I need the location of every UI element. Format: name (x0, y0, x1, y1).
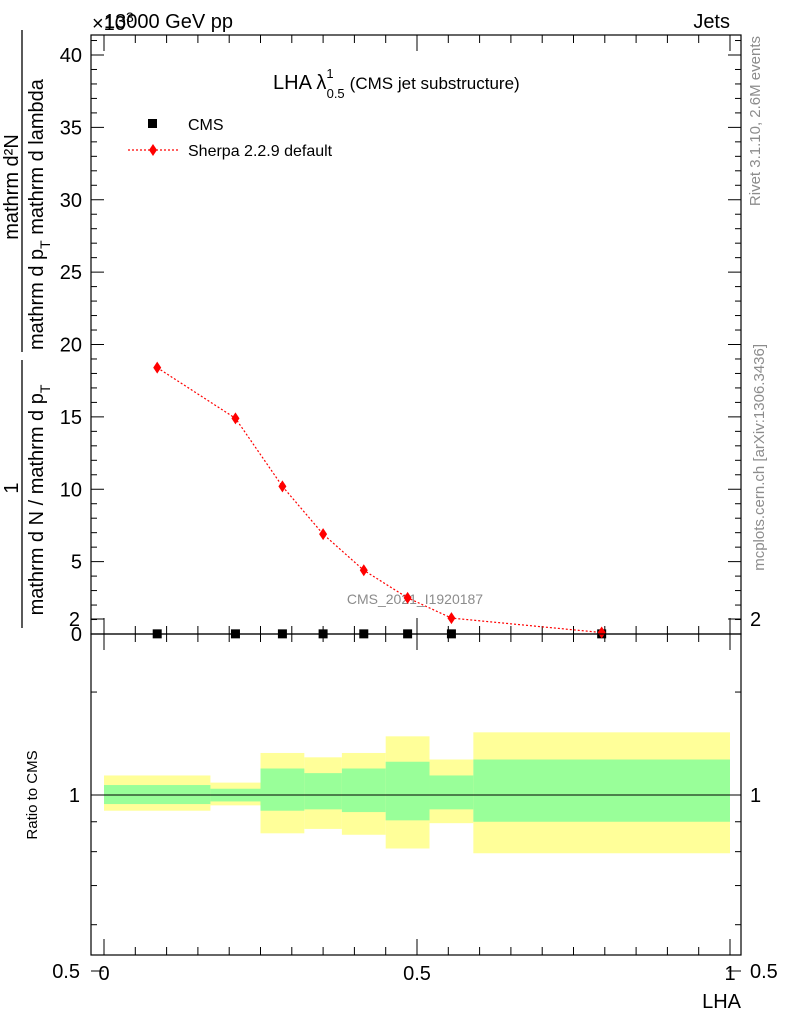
main-y-tick-label: 15 (60, 407, 82, 429)
ratio-y-tick-label-left: 0.5 (52, 961, 80, 983)
process-label: Jets (693, 11, 730, 33)
plot-title: LHA λ1 0.5(CMS jet substructure) (273, 66, 520, 101)
y-axis-label: 1 mathrm d N / mathrm d pT mathrm d²N ma… (1, 30, 53, 628)
x-tick-label: 0 (98, 963, 109, 985)
ratio-y-tick-label-right: 0.5 (750, 961, 778, 983)
main-y-tick-label: 35 (60, 117, 82, 139)
legend-sherpa-label: Sherpa 2.2.9 default (188, 143, 333, 160)
sherpa-data-point (359, 564, 368, 577)
legend: CMS Sherpa 2.2.9 default (128, 117, 333, 160)
x-tick-label: 0.5 (403, 963, 431, 985)
ratio-inner-band (385, 761, 430, 821)
legend-cms-label: CMS (188, 117, 224, 134)
sherpa-data-point (319, 528, 328, 541)
y-label-numerator-d2n: mathrm d²N (1, 134, 23, 240)
analysis-watermark: CMS_2021_I1920187 (347, 591, 483, 607)
x-axis-label: LHA (702, 991, 742, 1013)
ratio-inner-band (341, 768, 386, 813)
main-y-tick-label: 0 (71, 624, 82, 646)
sherpa-data-point (447, 612, 456, 625)
sherpa-data-point (231, 412, 240, 425)
legend-cms-marker (148, 119, 157, 128)
sherpa-data-point (153, 361, 162, 374)
main-y-tick-label: 40 (60, 45, 82, 67)
y-label-left-text: mathrm d N / mathrm d pT (26, 384, 53, 615)
main-y-tick-label: 5 (71, 552, 82, 574)
ratio-y-tick-label-left: 1 (69, 785, 80, 807)
ratio-y-tick-label-right: 2 (750, 609, 761, 631)
sherpa-series-line (156, 367, 602, 634)
main-y-tick-label: 25 (60, 262, 82, 284)
ratio-inner-band (429, 775, 474, 810)
legend-sherpa-marker (149, 144, 157, 156)
ratio-inner-band (473, 759, 730, 822)
sherpa-data-point (403, 591, 412, 604)
ratio-y-tick-label-right: 1 (750, 785, 761, 807)
ratio-inner-band (304, 773, 342, 810)
ratio-inner-band (260, 768, 305, 811)
rivet-version-label: Rivet 3.1.10, 2.6M events (747, 36, 764, 206)
y-label-numerator-one: 1 (1, 482, 23, 493)
mcplots-label: mcplots.cern.ch [arXiv:1306.3436] (751, 344, 768, 571)
main-panel-axes: 0 5 10 15 20 25 30 35 40 (60, 35, 741, 646)
ratio-y-label: Ratio to CMS (24, 750, 41, 839)
main-y-tick-label: 20 (60, 335, 82, 357)
main-y-tick-label: 30 (60, 190, 82, 212)
exponent-label: ×103 (92, 9, 134, 35)
main-y-tick-label: 10 (60, 479, 82, 501)
y-label-right-text: mathrm d pT mathrm d lambda (26, 78, 53, 350)
sherpa-data-point (597, 626, 606, 639)
ratio-panel-axes: 0.5 0.51 12 20 0.5 1 (52, 609, 778, 985)
ratio-uncertainty-bands (104, 732, 730, 854)
ratio-y-tick-label-left: 2 (69, 609, 80, 631)
x-tick-label: 1 (724, 963, 735, 985)
beam-label: 13000 GeV pp (104, 11, 233, 33)
sherpa-data-point (278, 480, 287, 493)
